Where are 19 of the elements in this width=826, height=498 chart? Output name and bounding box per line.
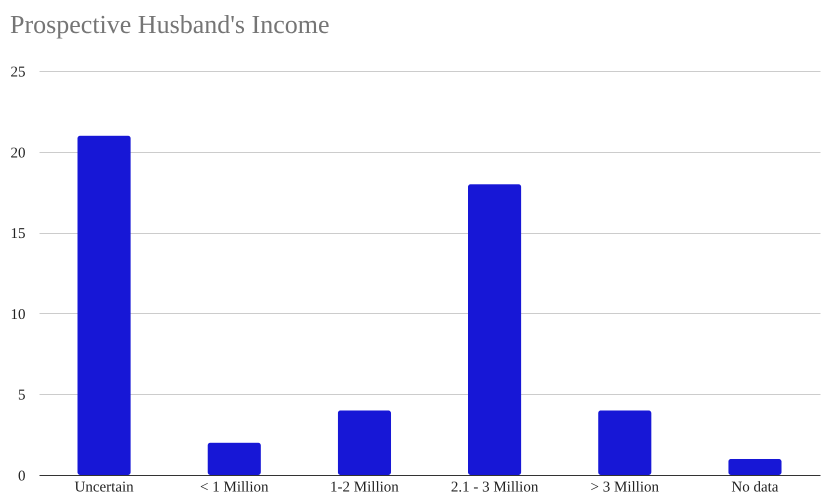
y-tick-label: 25	[10, 64, 26, 80]
x-tick-label: > 3 Million	[590, 480, 660, 496]
x-tick-label: < 1 Million	[200, 480, 269, 496]
bar	[338, 410, 392, 475]
y-tick-label: 5	[18, 388, 26, 404]
x-tick-label: 1-2 Million	[330, 480, 400, 496]
y-tick-label: 10	[10, 306, 26, 323]
x-tick-label: 2.1 - 3 Million	[450, 480, 539, 496]
y-tick-label: 15	[10, 226, 26, 242]
y-tick-label: 20	[10, 145, 26, 162]
chart-title: Prospective Husband's Income	[10, 10, 330, 39]
x-tick-label: No data	[731, 480, 779, 496]
bar	[208, 442, 261, 475]
bar	[728, 458, 782, 475]
y-tick-label: 0	[18, 468, 26, 484]
bar	[77, 136, 131, 475]
x-tick-label: Uncertain	[74, 480, 134, 496]
bar	[598, 410, 652, 475]
bar	[468, 184, 522, 475]
